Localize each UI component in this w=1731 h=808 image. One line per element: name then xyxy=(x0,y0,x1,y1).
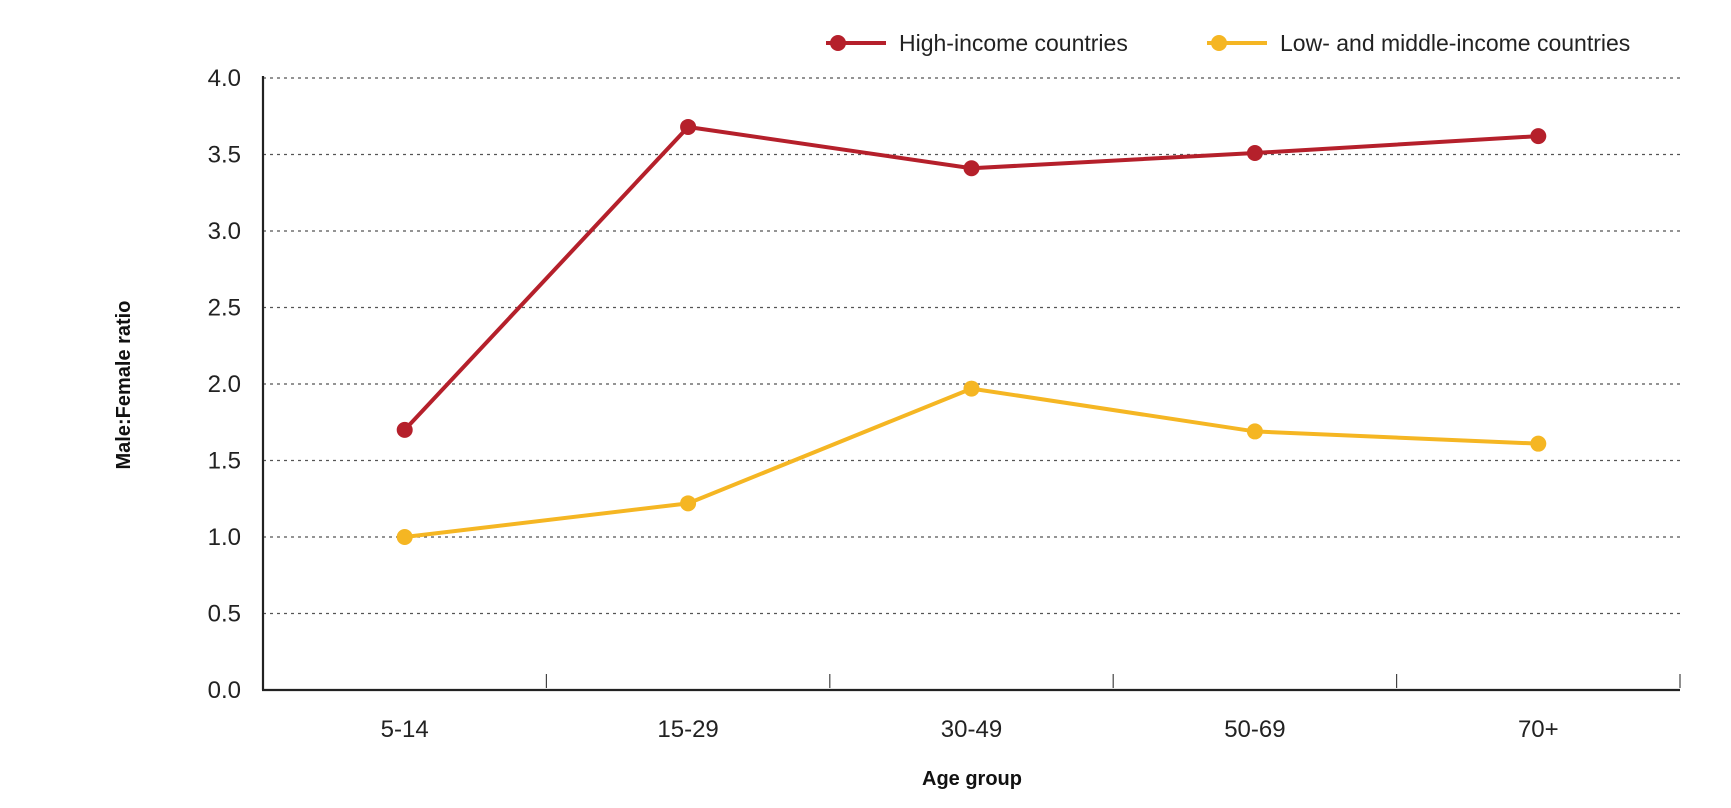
legend-item: Low- and middle-income countries xyxy=(1207,30,1630,56)
legend-marker xyxy=(830,35,846,51)
series-0 xyxy=(396,118,1547,438)
y-tick-label: 3.0 xyxy=(208,218,241,245)
x-tick-label: 70+ xyxy=(1518,716,1559,743)
data-point xyxy=(680,118,697,135)
y-tick-label: 3.5 xyxy=(208,142,241,169)
y-tick-label: 2.5 xyxy=(208,295,241,322)
legend-label: High-income countries xyxy=(899,30,1128,56)
data-point xyxy=(396,529,413,545)
y-tick-label: 0.0 xyxy=(208,677,241,704)
legend: High-income countries Low- and middle-inc… xyxy=(826,30,1630,56)
data-point xyxy=(1530,128,1547,145)
x-axis-title: Age group xyxy=(922,768,1022,790)
y-tick-labels: 0.0 0.5 1.0 1.5 2.0 2.5 3.0 3.5 4.0 xyxy=(208,65,241,704)
legend-label: Low- and middle-income countries xyxy=(1280,30,1630,56)
y-axis-title: Male:Female ratio xyxy=(113,301,135,470)
data-point xyxy=(963,380,980,397)
series-line xyxy=(404,386,1539,539)
data-point xyxy=(963,160,980,177)
legend-item: High-income countries xyxy=(826,30,1128,56)
series-lines xyxy=(396,118,1547,545)
y-tick-label: 1.0 xyxy=(208,524,241,551)
data-point xyxy=(680,495,697,512)
data-point xyxy=(396,421,413,438)
gridlines xyxy=(263,77,1680,615)
data-point xyxy=(1246,423,1263,440)
x-tick-label: 30-49 xyxy=(941,716,1002,743)
x-tick-labels: 5-14 15-29 30-49 50-69 70+ xyxy=(381,674,1681,743)
axes xyxy=(261,76,1680,692)
y-tick-label: 1.5 xyxy=(208,448,241,475)
x-tick-label: 15-29 xyxy=(657,716,718,743)
y-tick-label: 0.5 xyxy=(208,601,241,628)
y-tick-label: 2.0 xyxy=(208,371,241,398)
x-tick-label: 50-69 xyxy=(1224,716,1285,743)
y-tick-label: 4.0 xyxy=(208,65,241,92)
data-point xyxy=(1530,435,1547,452)
series-1 xyxy=(396,380,1547,545)
x-tick-label: 5-14 xyxy=(381,716,429,743)
data-point xyxy=(1246,144,1263,161)
legend-marker xyxy=(1211,35,1227,51)
